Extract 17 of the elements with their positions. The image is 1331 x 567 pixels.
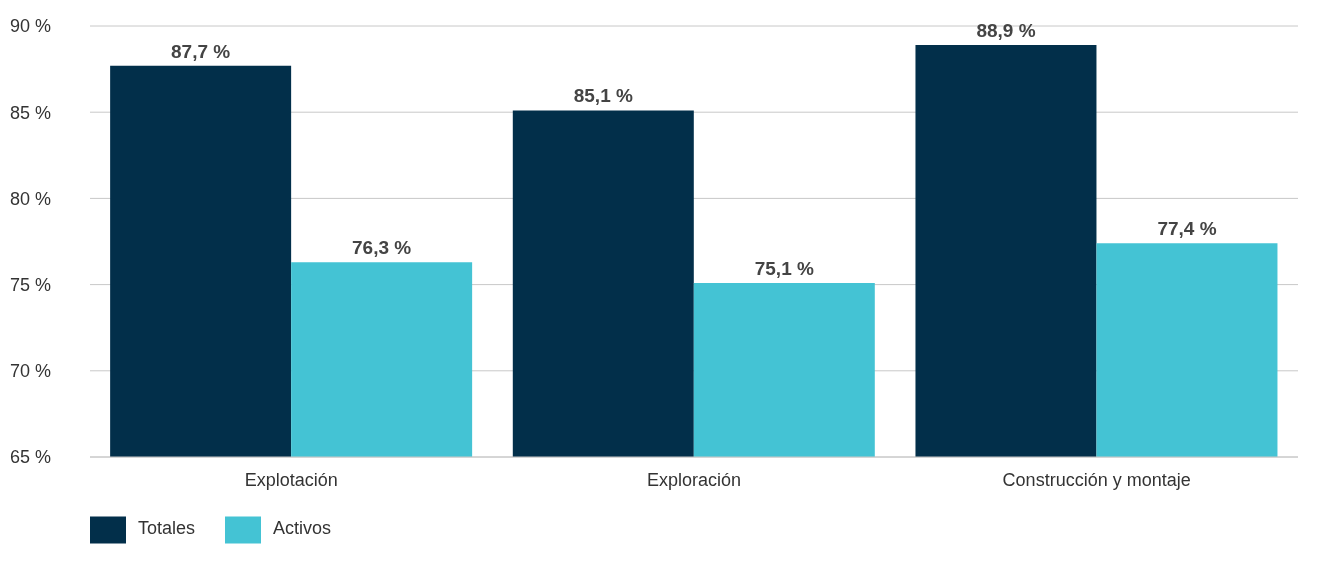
- y-tick-label: 85 %: [10, 102, 52, 123]
- data-label: 85,1 %: [573, 85, 633, 107]
- y-tick-label: 70 %: [10, 361, 52, 382]
- legend-label: Activos: [273, 518, 332, 539]
- y-tick-label: 90 %: [10, 16, 52, 37]
- data-label: 88,9 %: [976, 19, 1036, 41]
- data-label: 77,4 %: [1157, 218, 1217, 240]
- legend-label: Totales: [138, 518, 196, 539]
- data-label: 75,1 %: [754, 257, 814, 279]
- y-tick-label: 80 %: [10, 188, 52, 209]
- x-tick-label: Explotación: [244, 469, 338, 490]
- data-label: 87,7 %: [171, 40, 231, 62]
- x-tick-label: Construcción y montaje: [1002, 469, 1191, 490]
- y-tick-label: 75 %: [10, 274, 52, 295]
- y-tick-label: 65 %: [10, 447, 52, 468]
- data-label: 76,3 %: [352, 237, 412, 259]
- x-tick-label: Exploración: [646, 469, 742, 490]
